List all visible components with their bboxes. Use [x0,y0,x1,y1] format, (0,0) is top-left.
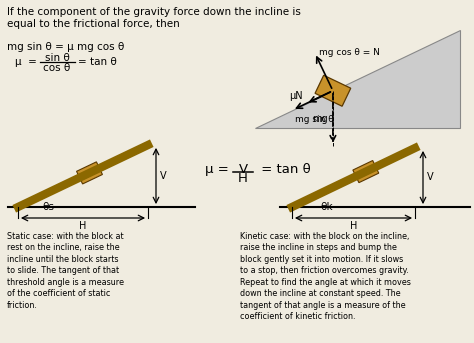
Text: H: H [350,221,357,231]
Text: H: H [79,221,87,231]
Text: V: V [427,173,434,182]
Text: V: V [160,171,167,181]
Text: If the component of the gravity force down the incline is
equal to the frictiona: If the component of the gravity force do… [7,7,301,28]
Polygon shape [255,30,460,128]
Polygon shape [77,162,102,184]
Text: mg: mg [312,114,328,124]
Polygon shape [353,161,379,183]
Text: Static case: with the block at
rest on the incline, raise the
incline until the : Static case: with the block at rest on t… [7,232,124,310]
Text: Kinetic case: with the block on the incline,
raise the incline in steps and bump: Kinetic case: with the block on the incl… [240,232,411,321]
Text: mg cos θ = N: mg cos θ = N [319,48,380,57]
Text: sin θ: sin θ [45,53,69,63]
Text: mg sin θ: mg sin θ [295,115,334,124]
Text: = tan θ: = tan θ [257,163,311,176]
Text: μ =: μ = [205,163,229,176]
Text: mg sin θ = μ mg cos θ: mg sin θ = μ mg cos θ [7,42,124,52]
Text: θs: θs [42,202,54,212]
Text: θk: θk [320,202,333,212]
Text: = tan θ: = tan θ [78,57,117,67]
Text: V: V [238,163,247,176]
Polygon shape [315,75,351,106]
Text: H: H [238,172,248,185]
Text: cos θ: cos θ [43,63,71,73]
Text: μ  =: μ = [15,57,37,67]
Text: μN: μN [289,91,303,101]
